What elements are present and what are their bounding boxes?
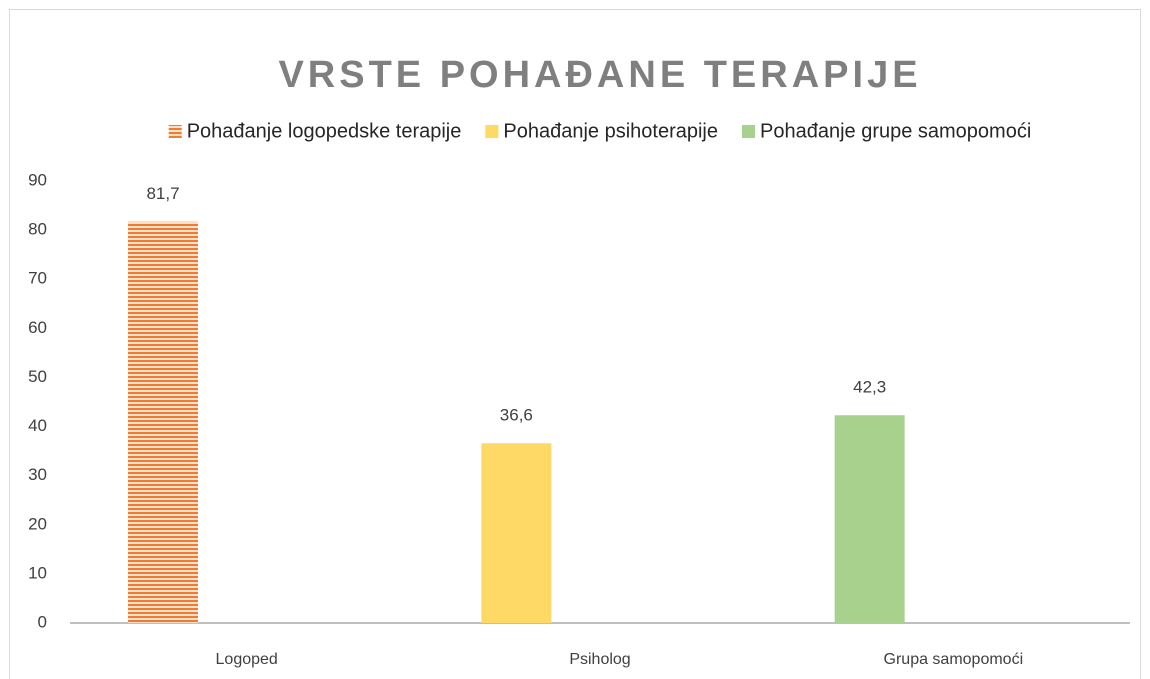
data-label: 81,7 (146, 184, 179, 203)
y-tick-label: 40 (28, 416, 47, 435)
y-tick-label: 30 (28, 465, 47, 484)
legend-swatch (741, 125, 755, 138)
bar (128, 221, 198, 624)
data-label: 36,6 (500, 406, 533, 425)
x-tick-label: Psiholog (569, 651, 630, 668)
data-label: 42,3 (853, 378, 886, 397)
chart-frame (9, 9, 1141, 679)
bar (481, 443, 552, 623)
chart-title: VRSTE POHAĐANE TERAPIJE (278, 54, 921, 96)
y-tick-label: 20 (28, 514, 47, 533)
y-tick-label: 0 (38, 612, 47, 631)
legend-swatch (168, 125, 182, 138)
legend: Pohađanje logopedske terapije Pohađanje p… (168, 120, 1031, 142)
x-tick-label: Logoped (216, 651, 278, 668)
y-tick-label: 80 (28, 220, 47, 239)
y-tick-label: 50 (28, 367, 47, 386)
legend-label: Pohađanje psihoterapije (503, 120, 718, 142)
y-tick-label: 70 (28, 269, 47, 288)
legend-label: Pohađanje logopedske terapije (187, 120, 462, 142)
bar (834, 415, 905, 623)
legend-swatch (485, 125, 499, 138)
legend-label: Pohađanje grupe samopomoći (760, 120, 1031, 142)
x-tick-label: Grupa samopomoći (884, 651, 1024, 668)
y-tick-label: 10 (28, 563, 47, 582)
y-tick-label: 60 (28, 318, 47, 337)
y-tick-label: 90 (28, 170, 47, 189)
